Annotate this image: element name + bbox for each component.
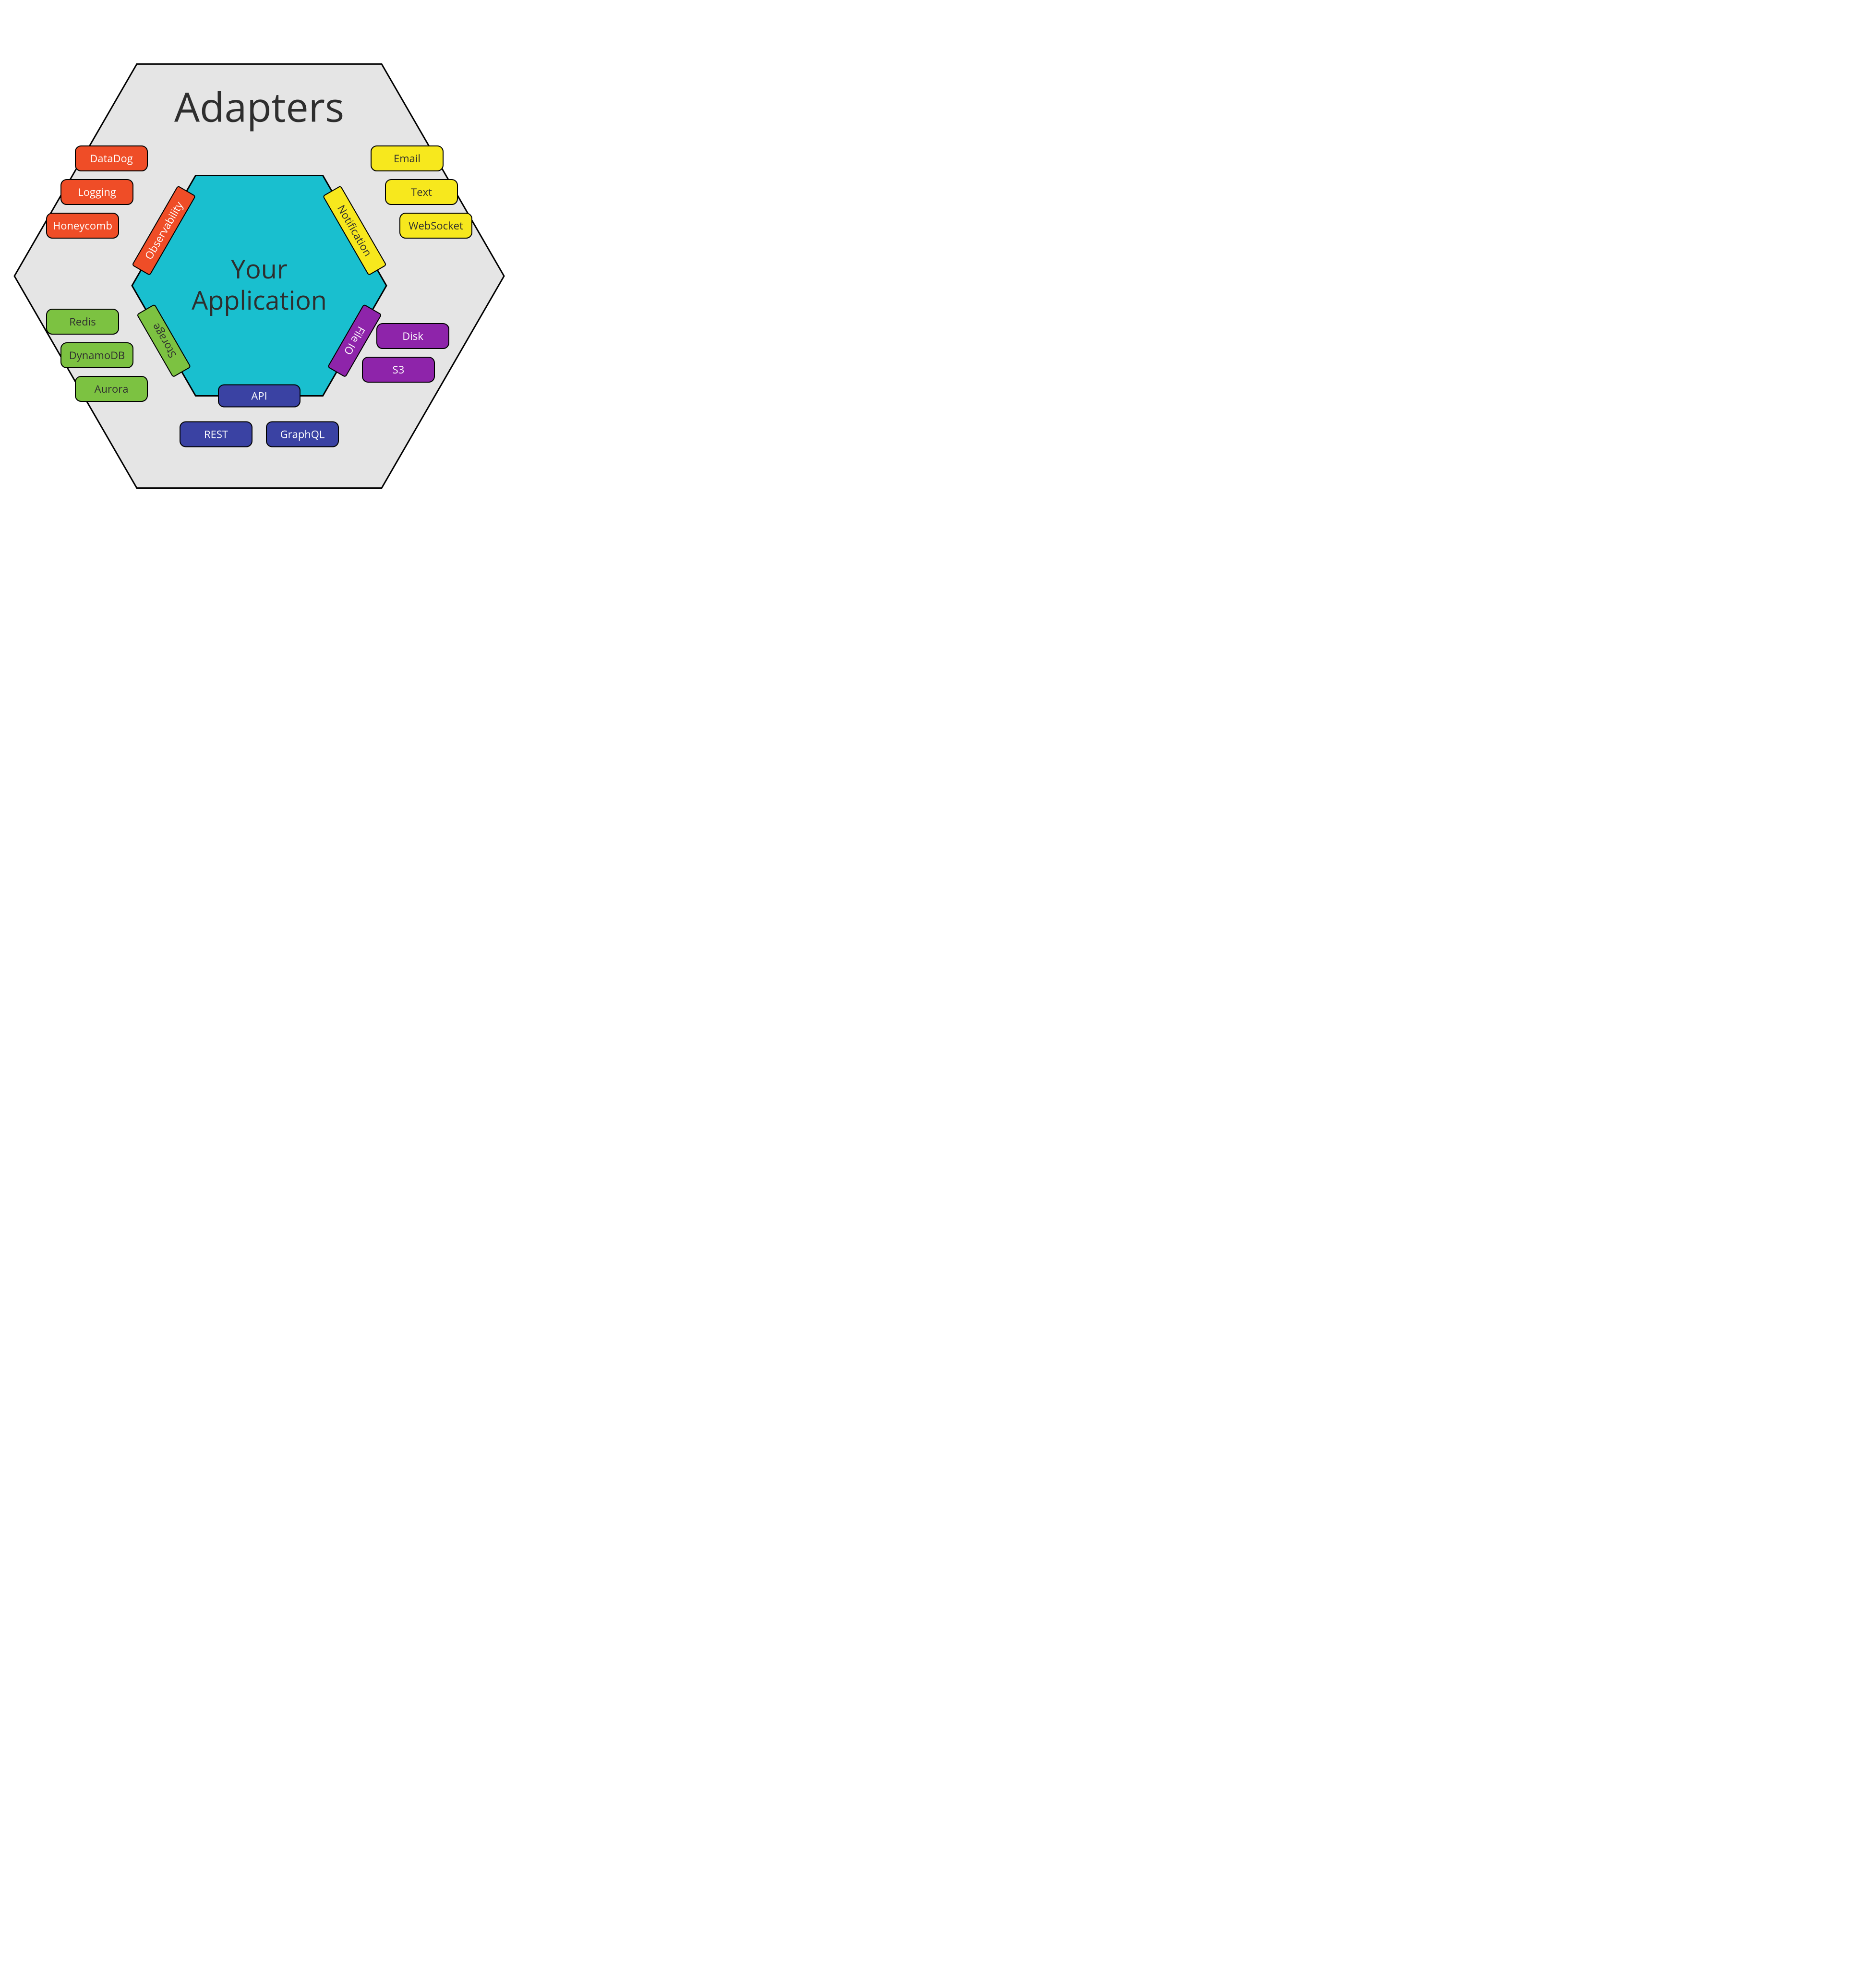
adapter-storage-dynamodb-label: DynamoDB bbox=[69, 348, 125, 362]
adapter-storage-redis: Redis bbox=[47, 309, 119, 334]
adapter-observability-logging-label: Logging bbox=[78, 185, 116, 199]
adapter-notification-text: Text bbox=[385, 180, 457, 205]
adapter-observability-datadog-label: DataDog bbox=[90, 151, 132, 166]
adapter-observability-logging: Logging bbox=[61, 180, 133, 205]
adapter-fileio-s3-label: S3 bbox=[393, 362, 405, 377]
adapter-api-graphql-label: GraphQL bbox=[280, 427, 325, 441]
adapter-storage-dynamodb: DynamoDB bbox=[61, 343, 133, 368]
adapter-observability-datadog: DataDog bbox=[75, 146, 147, 171]
adapter-notification-text-label: Text bbox=[411, 185, 432, 199]
adapter-notification-email: Email bbox=[371, 146, 443, 171]
adapter-api-rest: REST bbox=[180, 422, 252, 446]
adapter-storage-aurora: Aurora bbox=[75, 376, 147, 401]
adapter-storage-redis-label: Redis bbox=[69, 314, 96, 329]
adapter-observability-honeycomb-label: Honeycomb bbox=[53, 218, 112, 233]
inner-title-line1: Your bbox=[231, 251, 288, 286]
adapter-storage-aurora-label: Aurora bbox=[95, 382, 129, 396]
adapter-notification-websocket-label: WebSocket bbox=[409, 218, 463, 233]
adapter-fileio-disk: Disk bbox=[377, 324, 449, 349]
adapter-notification-websocket: WebSocket bbox=[400, 213, 472, 238]
adapter-api-rest-label: REST bbox=[204, 427, 228, 441]
adapter-notification-email-label: Email bbox=[394, 151, 421, 166]
adapter-fileio-s3: S3 bbox=[362, 357, 434, 382]
inner-title-line2: Application bbox=[192, 282, 327, 317]
adapter-fileio-disk-label: Disk bbox=[402, 329, 423, 343]
port-api-label: API bbox=[251, 388, 267, 403]
adapter-api-graphql: GraphQL bbox=[266, 422, 338, 446]
port-api: API bbox=[218, 385, 300, 407]
adapter-observability-honeycomb: Honeycomb bbox=[47, 213, 119, 238]
outer-title: Adapters bbox=[174, 78, 344, 133]
